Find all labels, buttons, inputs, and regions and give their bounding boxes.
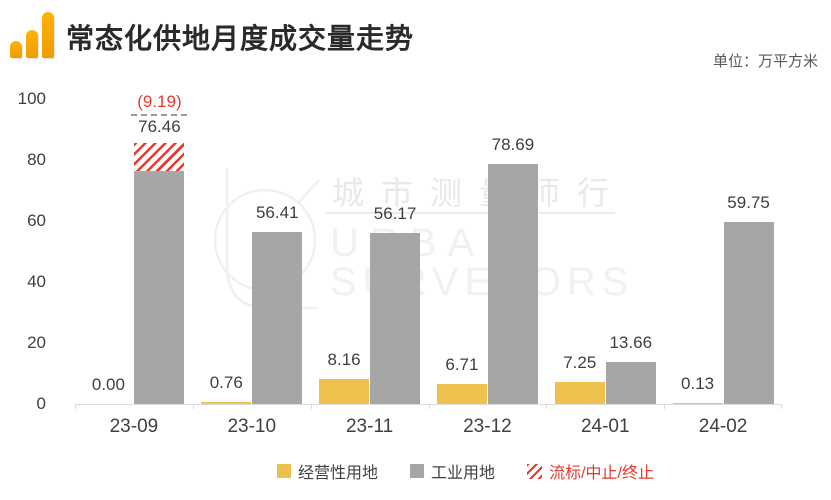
x-axis-tick [781,404,782,409]
bar-industrial-value-label: 59.75 [727,192,770,212]
x-axis-label-23-12: 23-12 [463,416,512,437]
bar-chart-icon-bar2 [26,30,38,58]
legend-item-industrial[interactable]: 工业用地 [410,459,495,483]
y-axis-label: 40 [27,272,46,291]
bar-industrial-23-10[interactable] [252,231,303,404]
x-axis-tick [546,404,548,409]
legend-label-industrial: 工业用地 [431,465,496,482]
bar-commercial-23-12[interactable] [436,383,487,404]
bar-commercial-value-label: 0.76 [209,372,243,392]
bar-commercial-24-02[interactable] [672,403,723,404]
bar-chart-icon-bar1 [10,41,22,58]
legend-swatch-industrial-icon [410,464,425,478]
page-title: 常态化供地月度成交量走势 [66,23,415,54]
bar-industrial-value-label: 78.69 [491,135,535,154]
x-axis-label-23-11: 23-11 [345,416,394,437]
y-axis-label: 60 [27,211,46,230]
bar-failed-23-09[interactable] [134,142,185,171]
bar-failed-value-label: (9.19) [137,91,182,111]
x-axis-label-23-10: 23-10 [227,416,277,437]
bar-commercial-value-label: 6.71 [445,354,479,374]
failed-dashed-line [131,113,188,116]
bar-industrial-23-12[interactable] [487,164,538,404]
bar-industrial-24-01[interactable] [605,362,656,404]
y-axis-label: 0 [36,394,46,413]
bar-commercial-value-label: 7.25 [563,352,597,372]
legend-label-commercial: 经营性用地 [298,465,379,482]
bar-industrial-23-11[interactable] [370,232,421,404]
y-axis-label: 20 [27,333,46,352]
legend: 经营性用地 工业用地 流标/中止/终止 [100,459,831,483]
y-axis-label: 80 [27,150,46,169]
legend-item-commercial[interactable]: 经营性用地 [277,459,378,483]
x-axis-tick [75,404,76,409]
bar-industrial-value-label: 76.46 [138,116,181,136]
legend-swatch-failed-hatch-icon [527,463,543,479]
bar-industrial-24-02[interactable] [723,221,774,404]
watermark-en-line1: URBAN [330,221,526,265]
watermark-rule [325,212,615,214]
bar-commercial-value-label: 0.13 [681,374,715,393]
x-axis-tick [192,404,194,409]
bar-industrial-value-label: 13.66 [609,333,653,353]
legend-swatch-commercial-icon [277,464,292,478]
unit-label: 单位：万平方米 [712,53,818,70]
bar-commercial-value-label: 8.16 [327,350,361,370]
x-axis-tick [310,404,312,409]
bar-commercial-value-label: 0.00 [91,375,125,394]
x-axis-tick [428,404,430,409]
legend-item-failed[interactable]: 流标/中止/终止 [527,459,654,483]
bar-industrial-23-09[interactable] [134,170,185,404]
bar-commercial-24-01[interactable] [554,381,605,404]
bar-industrial-value-label: 56.17 [373,203,417,223]
y-axis-label: 100 [17,89,46,108]
x-axis-label-23-09: 23-09 [109,416,159,437]
legend-label-failed: 流标/中止/终止 [549,465,654,482]
watermark-cn-text: 城市测量师行 [332,175,627,211]
plot-area: 23-09 0.00 (9.19) 76.46 23-10 0.76 56.41 23-11 8… [75,92,782,437]
bar-chart-icon-bar3 [42,12,54,58]
x-axis-label-24-02: 24-02 [698,416,748,437]
x-axis-tick [664,404,666,409]
bar-industrial-value-label: 56.41 [255,202,299,222]
x-axis-label-24-01: 24-01 [580,416,630,437]
bar-commercial-23-11[interactable] [319,379,370,404]
y-axis: 0 20 40 60 80 100 [0,89,46,413]
bar-commercial-23-10[interactable] [201,401,252,404]
bar-chart-icon [10,12,56,58]
